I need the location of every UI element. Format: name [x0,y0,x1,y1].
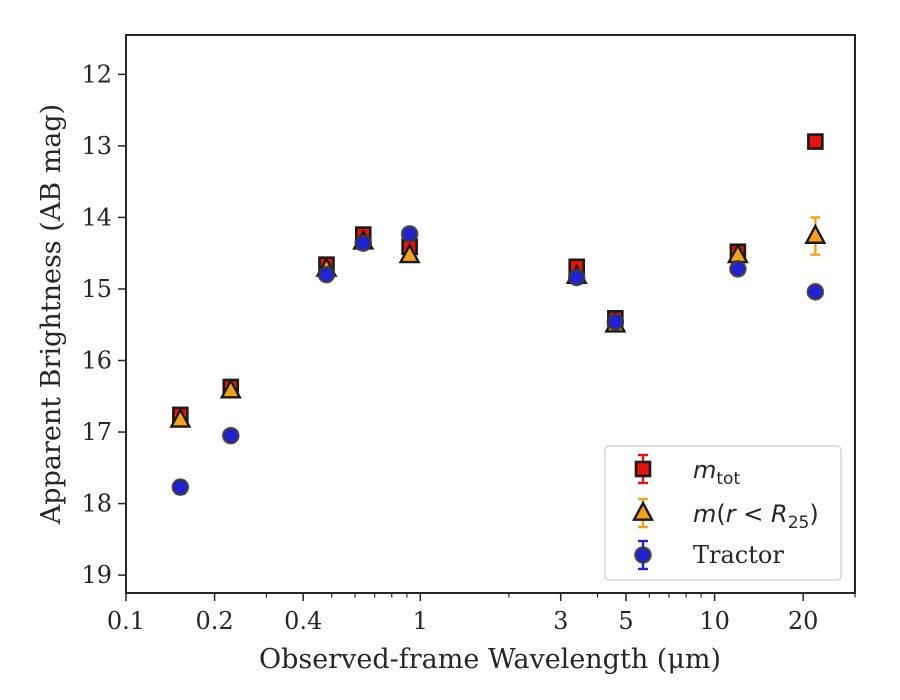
x-tick-label: 3 [553,607,568,635]
y-tick-label: 15 [81,275,112,303]
y-axis-ticks: 12 13 14 15 16 17 18 19 [81,60,126,589]
data-point-triangle [398,242,421,264]
y-axis-label: Apparent Brightness (AB mag) [36,104,67,525]
data-point-circle [606,313,625,331]
legend-label-tractor: Tractor [693,541,784,569]
data-point-triangle [219,378,242,399]
legend-symbols [631,453,655,571]
data-point-circle [171,478,190,496]
legend-marker-circle [634,546,652,564]
plot-frame [125,34,856,594]
data-point-circle [806,283,825,301]
x-tick-label: 10 [699,607,730,635]
data-point-triangle [804,223,827,244]
x-tick-label: 5 [618,607,633,635]
data-point-circle [221,426,240,445]
data-point-circle [317,265,336,284]
x-tick-label: 1 [413,607,428,635]
x-tick-label: 0.1 [107,607,145,635]
x-tick-label: 0.4 [284,607,322,635]
legend: mtot m(r < R25) Tractor [604,445,842,581]
data-points [169,133,827,496]
y-tick-label: 12 [81,60,112,88]
y-tick-label: 19 [81,561,112,589]
x-tick-label: 0.2 [196,607,234,635]
y-tick-label: 14 [81,203,112,231]
legend-label-m-r25: m(r < R25) [693,500,819,533]
data-point-circle [729,260,747,278]
legend-label-mtot: mtot [693,456,740,489]
y-tick-label: 18 [81,490,112,518]
y-tick-label: 16 [81,347,112,375]
legend-box [604,445,842,581]
series-triangle-group [169,216,827,428]
y-tick-label: 17 [81,418,112,446]
data-point-square [807,133,824,150]
data-point-triangle [169,407,192,428]
data-point-circle [567,268,586,287]
x-axis-ticks: 0.1 0.2 0.4 1 3 5 10 20 [107,593,856,635]
legend-marker-square [634,460,652,478]
data-point-circle [400,225,419,243]
legend-marker-triangle [631,500,655,521]
series-circle-group [171,225,825,496]
data-point-circle [354,234,373,252]
x-axis-label: Observed-frame Wavelength (μm) [259,644,721,675]
x-tick-label: 20 [788,607,819,635]
series-square-group [172,133,824,424]
y-tick-label: 13 [81,132,112,160]
